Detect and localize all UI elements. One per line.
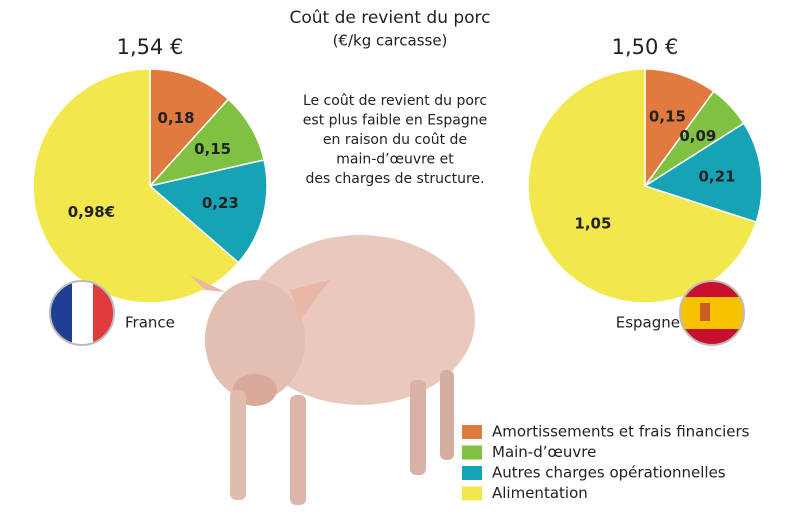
legend: Amortissements et frais financiers Main-d… [462,423,750,502]
annotation-line: est plus faible en Espagne [303,113,487,129]
charts: 1,54 € France 0,18 0,15 0,23 0,98€ 1,50 € Espag… [32,35,763,332]
legend-label: Amortissements et frais financiers [492,423,750,441]
slice-label: 0,09 [679,127,716,145]
slice-label: 0,21 [698,167,735,185]
legend-swatch [462,466,482,480]
pie-slice [643,122,763,224]
annotation-line: des charges de structure. [305,171,484,187]
pie-slice [149,68,230,188]
annotation-line: Le coût de revient du porc [303,93,487,109]
legend-swatch [462,486,482,501]
legend-swatch [462,425,482,439]
annotation-line: main-d’œuvre et [336,152,454,168]
slice-label: 0,23 [202,194,239,212]
title: Coût de revient du porc [289,8,490,28]
legend-label: Main-d’œuvre [492,443,596,461]
slice-label: 0,15 [194,140,231,158]
slice-label: 0,15 [649,108,686,126]
country-label: France [125,314,175,332]
pie-total: 1,54 € [117,35,184,59]
france-flag [49,280,115,346]
legend-swatch [462,445,482,460]
pie-total: 1,50 € [612,35,679,59]
country-label: Espagne [616,314,680,332]
legend-label: Autres charges opérationnelles [492,464,726,482]
pig-image [190,235,475,505]
subtitle: (€/kg carcasse) [333,32,448,50]
legend-label: Alimentation [492,484,588,502]
pie-slice [32,68,240,304]
annotation-line: en raison du coût de [323,132,467,148]
slice-label: 0,98€ [68,203,115,221]
annotation: Le coût de revient du porc est plus faibl… [303,93,487,187]
slice-label: 1,05 [574,214,611,232]
pie-slice [644,68,715,189]
spain-flag [679,280,745,346]
slice-label: 0,18 [158,109,195,127]
pie-slice [148,159,268,264]
